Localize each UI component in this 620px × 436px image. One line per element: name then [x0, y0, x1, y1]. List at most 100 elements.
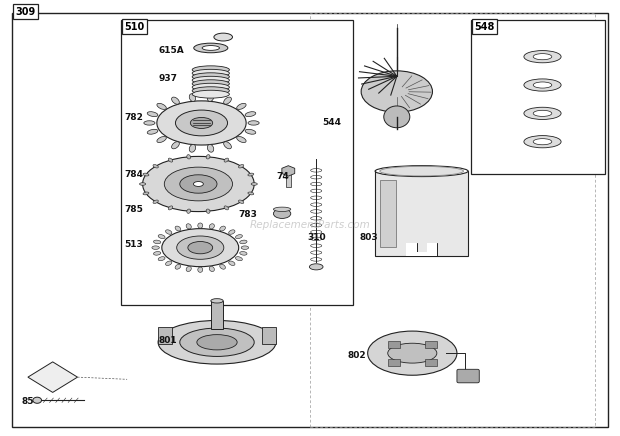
Text: 801: 801 [158, 336, 177, 344]
Ellipse shape [152, 246, 159, 249]
Ellipse shape [379, 166, 464, 176]
Text: 785: 785 [124, 205, 143, 214]
Bar [471, 20, 604, 174]
Ellipse shape [533, 110, 552, 116]
Text: 309: 309 [16, 7, 36, 17]
Ellipse shape [177, 236, 224, 259]
Ellipse shape [172, 142, 179, 149]
Ellipse shape [202, 45, 219, 51]
Ellipse shape [157, 101, 246, 145]
Ellipse shape [224, 206, 229, 210]
Ellipse shape [273, 207, 291, 211]
Ellipse shape [251, 183, 257, 185]
Ellipse shape [186, 266, 192, 272]
Ellipse shape [239, 200, 244, 204]
Bar [380, 180, 396, 248]
Ellipse shape [175, 226, 181, 231]
Ellipse shape [224, 142, 231, 149]
Ellipse shape [240, 252, 247, 255]
Text: 544: 544 [322, 118, 342, 126]
Ellipse shape [192, 76, 229, 84]
Ellipse shape [209, 266, 215, 272]
Ellipse shape [245, 129, 256, 134]
Ellipse shape [189, 144, 196, 152]
Bar [262, 327, 276, 344]
Ellipse shape [236, 235, 242, 238]
Ellipse shape [187, 155, 190, 159]
Bar [310, 13, 595, 427]
Bar [158, 327, 172, 344]
Ellipse shape [207, 144, 214, 152]
Ellipse shape [229, 261, 235, 266]
Ellipse shape [192, 66, 229, 74]
Ellipse shape [241, 246, 249, 249]
Ellipse shape [140, 183, 146, 185]
Ellipse shape [524, 107, 561, 119]
Text: 510: 510 [124, 22, 144, 32]
Text: ReplacementParts.com: ReplacementParts.com [250, 220, 370, 229]
Ellipse shape [143, 173, 149, 176]
Ellipse shape [209, 224, 215, 229]
Ellipse shape [192, 90, 229, 98]
Text: 310: 310 [307, 233, 326, 242]
Ellipse shape [211, 299, 223, 303]
Ellipse shape [187, 209, 190, 213]
Ellipse shape [219, 226, 226, 231]
Ellipse shape [157, 136, 166, 143]
Ellipse shape [147, 129, 158, 134]
Ellipse shape [186, 224, 192, 229]
Ellipse shape [180, 175, 217, 193]
Ellipse shape [384, 106, 410, 128]
Ellipse shape [193, 43, 228, 53]
Ellipse shape [237, 136, 246, 143]
Ellipse shape [239, 164, 244, 168]
Ellipse shape [236, 257, 242, 261]
Bar [425, 341, 437, 347]
Ellipse shape [533, 82, 552, 88]
Ellipse shape [192, 69, 229, 77]
Text: 85: 85 [22, 397, 34, 405]
Ellipse shape [172, 97, 179, 104]
Ellipse shape [245, 112, 256, 116]
Ellipse shape [533, 139, 552, 145]
Ellipse shape [192, 83, 229, 91]
Bar [388, 341, 400, 347]
Ellipse shape [162, 228, 239, 267]
Ellipse shape [143, 157, 254, 211]
Ellipse shape [175, 264, 181, 269]
Ellipse shape [229, 230, 235, 234]
Ellipse shape [214, 33, 232, 41]
Ellipse shape [158, 257, 165, 261]
Text: 784: 784 [124, 170, 143, 179]
Ellipse shape [198, 267, 203, 272]
Ellipse shape [33, 397, 42, 403]
Ellipse shape [154, 240, 161, 244]
Ellipse shape [189, 94, 196, 102]
Ellipse shape [158, 235, 165, 238]
Ellipse shape [168, 206, 173, 210]
Ellipse shape [524, 79, 561, 91]
Ellipse shape [180, 328, 254, 357]
Bar [286, 170, 291, 187]
Text: 74: 74 [276, 172, 289, 181]
Ellipse shape [240, 240, 247, 244]
Ellipse shape [237, 103, 246, 109]
Ellipse shape [164, 167, 232, 201]
Bar [211, 301, 223, 329]
Ellipse shape [143, 192, 149, 195]
Ellipse shape [224, 158, 229, 162]
Text: 615A: 615A [158, 46, 184, 54]
Ellipse shape [192, 80, 229, 88]
Text: 548: 548 [474, 22, 495, 32]
Ellipse shape [361, 71, 433, 112]
Ellipse shape [190, 117, 213, 129]
Ellipse shape [248, 173, 254, 176]
Bar [375, 171, 468, 256]
Ellipse shape [175, 110, 228, 136]
FancyBboxPatch shape [457, 369, 479, 383]
Ellipse shape [154, 252, 161, 255]
Ellipse shape [192, 87, 229, 95]
Bar [388, 359, 400, 366]
Ellipse shape [388, 343, 437, 363]
Text: 782: 782 [124, 113, 143, 122]
